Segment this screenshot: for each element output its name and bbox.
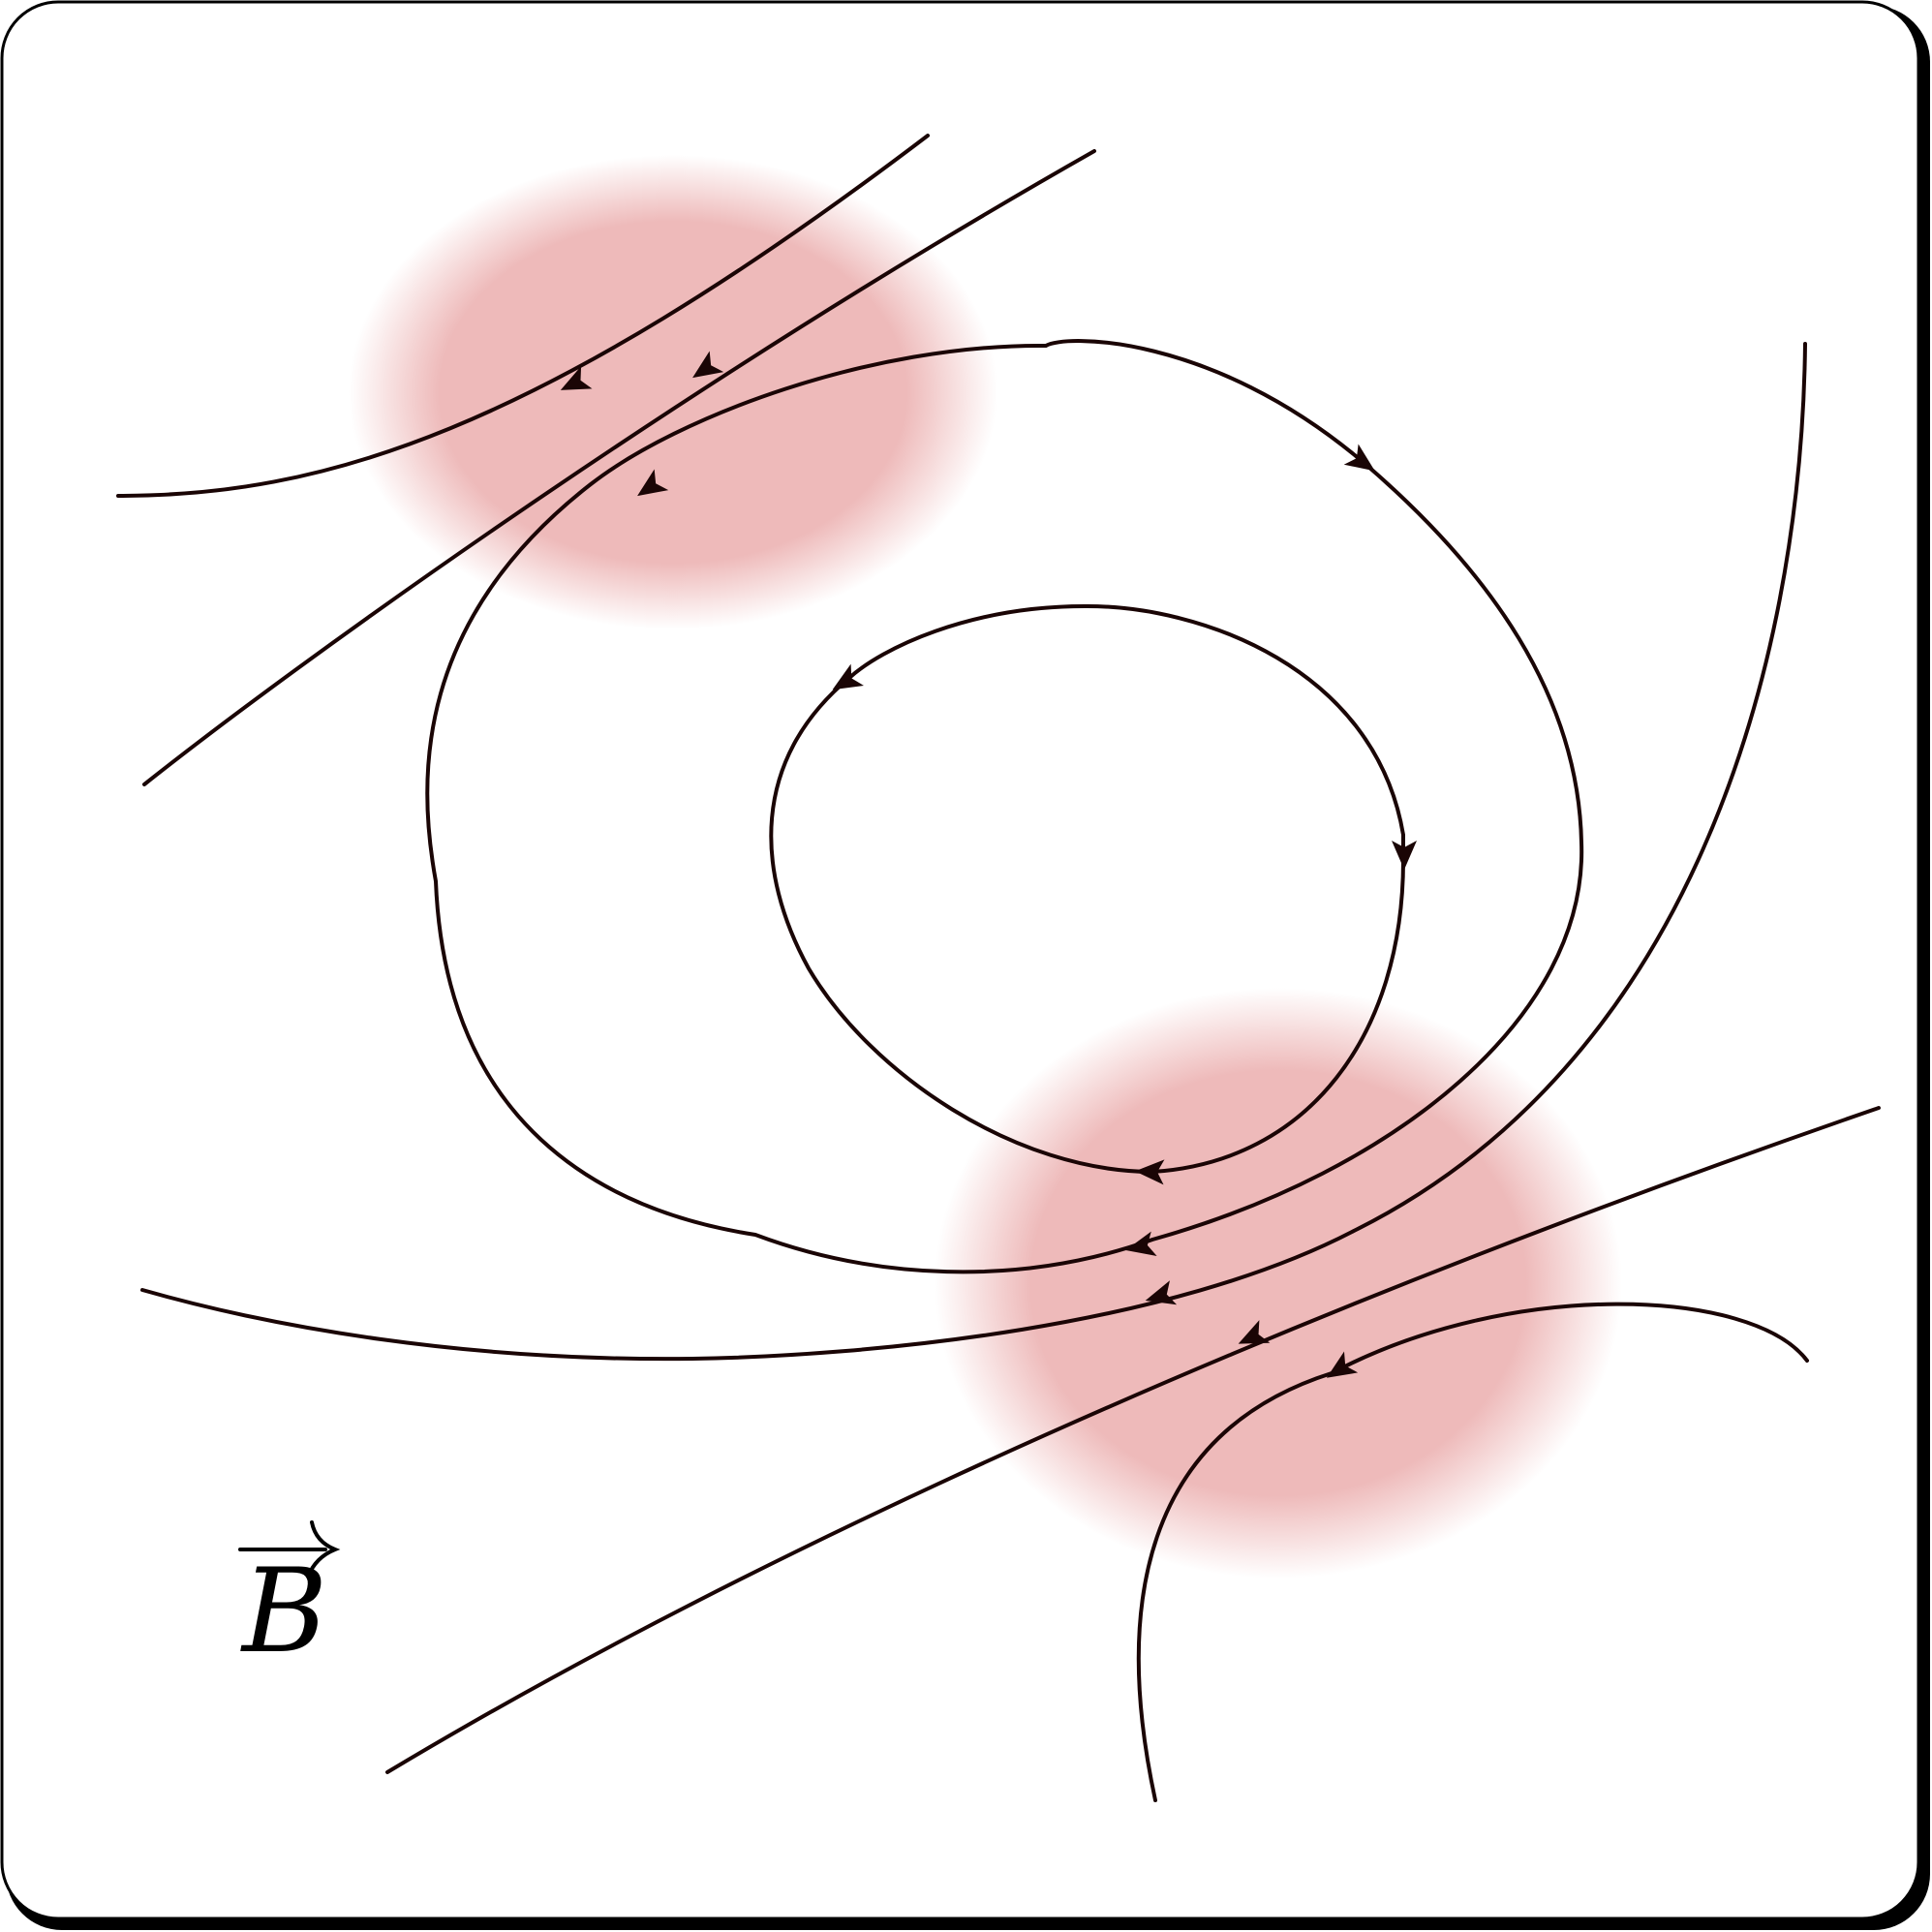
field-line-right-curve	[140, 342, 1807, 1362]
field-arrowheads	[560, 351, 1417, 1378]
arrowhead-top-left-a	[560, 366, 593, 390]
arrowhead-right-curve	[1145, 1280, 1178, 1305]
arrowhead-outer-loop-bottom	[1125, 1231, 1157, 1256]
arrowhead-lower-diagonal	[1238, 1320, 1271, 1344]
field-label: B	[240, 1545, 327, 1679]
field-line-outer-loop	[425, 339, 1584, 1274]
field-line-lower-diagonal	[385, 1106, 1881, 1774]
field-line-inner-loop	[769, 603, 1406, 1175]
arrowhead-inner-loop-right	[1392, 841, 1417, 870]
shaded-region-upper	[349, 155, 997, 629]
vector-label: B	[238, 1520, 341, 1679]
field-line-top-left-b	[142, 149, 1096, 786]
arrowhead-lower-right	[1326, 1351, 1359, 1378]
vector-arrow-icon	[238, 1520, 341, 1579]
arrowhead-inner-loop-bottom	[1135, 1159, 1165, 1185]
field-line-top-left-a	[116, 134, 930, 498]
shaded-region-lower	[935, 988, 1622, 1579]
arrowhead-top-left-b	[692, 351, 724, 379]
arrowhead-outer-loop-right	[1343, 444, 1375, 472]
arrowhead-outer-loop-left	[637, 469, 669, 497]
arrowhead-inner-loop-left	[832, 663, 864, 690]
